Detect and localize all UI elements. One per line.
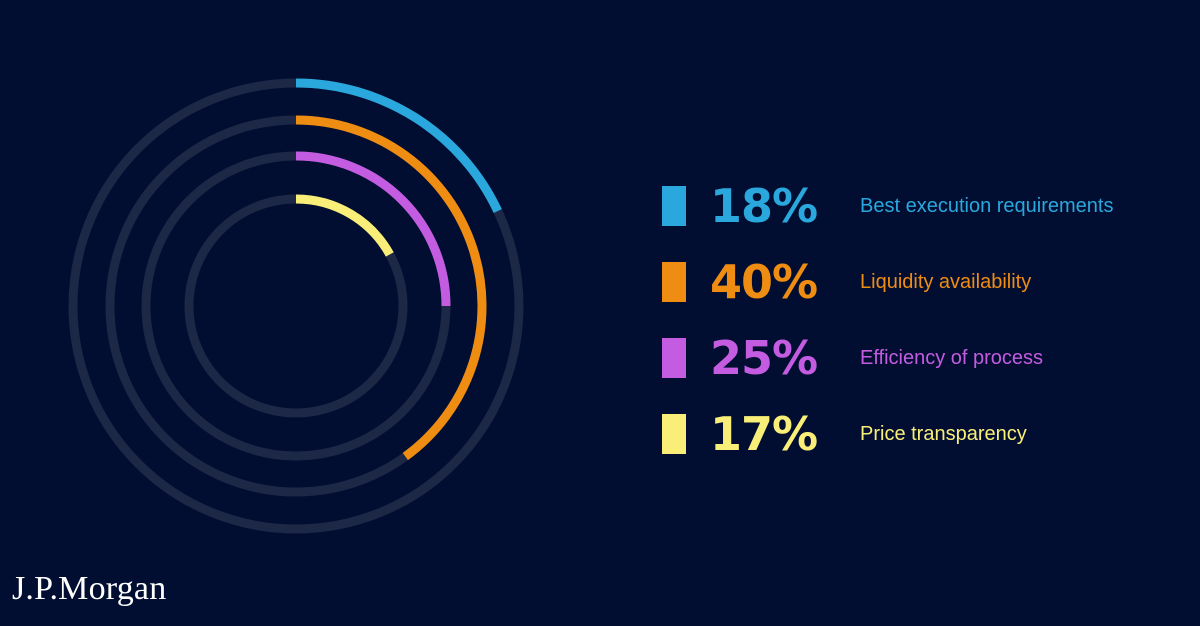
legend: 18% Best execution requirements 40% Liqu… [662,168,1182,472]
jpmorgan-logo: J.P.Morgan [12,570,167,607]
legend-item-price-transparency: 17% Price transparency [662,396,1182,472]
legend-label: Liquidity availability [860,270,1032,293]
legend-label: Efficiency of process [860,346,1044,369]
ring-best-execution-arc [295,78,502,213]
legend-swatch [662,186,686,226]
legend-swatch [662,262,686,302]
legend-swatch [662,338,686,378]
legend-item-best-execution: 18% Best execution requirements [662,168,1182,244]
legend-label: Best execution requirements [860,194,1114,217]
legend-percentage: 40% [710,255,818,309]
ring-liquidity-arc [295,115,487,461]
ring-price-transparency-arc [295,194,394,257]
ring-efficiency-arc [295,151,451,307]
legend-item-efficiency: 25% Efficiency of process [662,320,1182,396]
legend-percentage: 17% [710,407,818,461]
legend-label: Price transparency [860,422,1027,445]
legend-percentage: 18% [710,179,818,233]
legend-swatch [662,414,686,454]
legend-percentage: 25% [710,331,818,385]
radial-bar-chart [68,78,524,534]
legend-item-liquidity: 40% Liquidity availability [662,244,1182,320]
